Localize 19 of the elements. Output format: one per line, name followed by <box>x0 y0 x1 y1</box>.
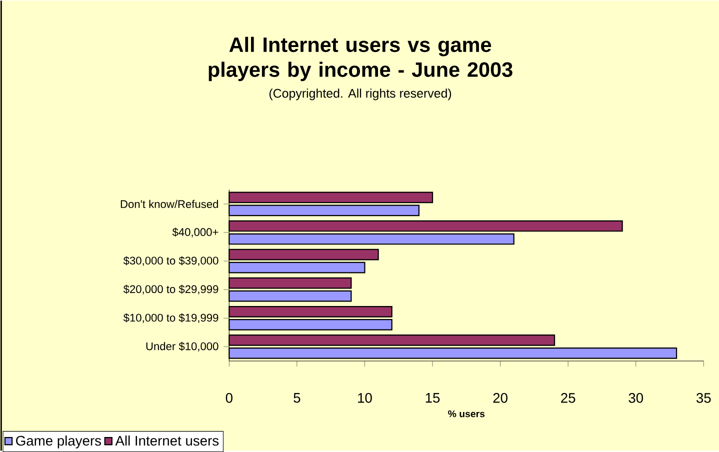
y-tick-label: $10,000 to $19,999 <box>123 313 218 323</box>
chart-subtitle: (Copyrighted. All rights reserved) <box>269 88 452 100</box>
y-tick-label: Don't know/Refused <box>120 200 218 208</box>
x-tick-label: 10 <box>358 393 372 403</box>
x-tick-label: 0 <box>226 393 232 403</box>
x-tick-label: 20 <box>493 393 508 403</box>
y-tick-label: $40,000+ <box>172 228 218 238</box>
x-tick-label: 30 <box>628 393 644 403</box>
x-tick-label: 15 <box>426 393 440 403</box>
y-tick-label: $30,000 to $39,000 <box>123 256 218 266</box>
legend-label: All Internet users <box>115 435 219 446</box>
y-tick-label: Under $10,000 <box>146 342 218 352</box>
x-axis-title: % users <box>448 410 485 418</box>
x-tick-label: 25 <box>561 393 576 403</box>
y-tick-label: $20,000 to $29,999 <box>123 284 218 294</box>
x-tick-label: 35 <box>696 393 711 403</box>
x-tick-label: 5 <box>294 393 300 403</box>
legend-label: Game players <box>16 435 101 448</box>
chart-title: All Internet users vs game players by income - June 2003 <box>208 36 512 82</box>
